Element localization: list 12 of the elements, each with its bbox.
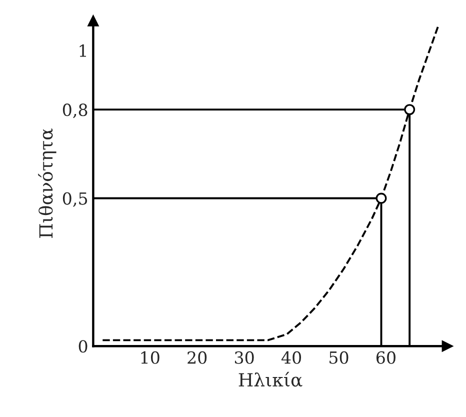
y-axis-title: Πιθανότητα (38, 128, 56, 238)
x-tick-label: 10 (141, 351, 160, 364)
x-tick-label: 60 (376, 351, 396, 364)
y-tick-label: 0,8 (62, 104, 88, 118)
x-tick-label: 50 (330, 351, 348, 364)
y-tick-label: 0,5 (62, 192, 88, 207)
y-tick-label: 1 (80, 44, 86, 57)
x-tick-label: 20 (188, 351, 207, 364)
y-tick-label: 0 (78, 340, 88, 353)
x-tick-label: 40 (281, 351, 302, 364)
x-axis-title: Ηλικία (238, 372, 302, 387)
x-tick-label: 30 (234, 351, 254, 364)
